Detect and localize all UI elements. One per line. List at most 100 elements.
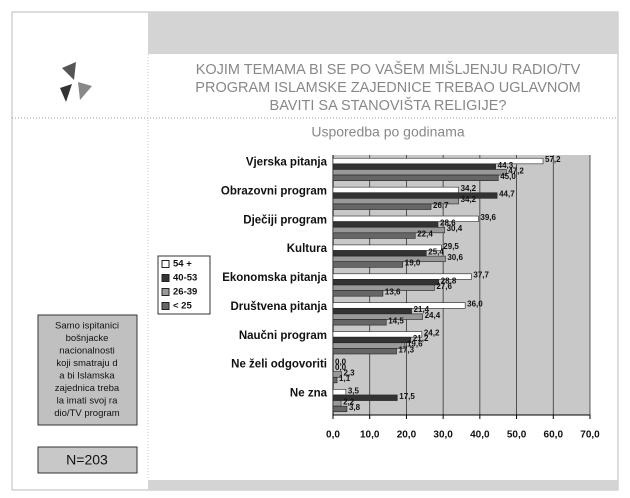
- value-label: 27,6: [436, 282, 452, 291]
- value-label: 28,6: [440, 219, 456, 228]
- value-label: 57,2: [545, 155, 561, 164]
- bar: [332, 244, 442, 251]
- bar: [332, 215, 479, 222]
- y-tick-label: Obrazovni program: [221, 185, 327, 197]
- bar: [332, 290, 384, 297]
- bar: [332, 400, 342, 407]
- y-tick-label: Ne želi odgovoriti: [231, 359, 327, 371]
- bar: [332, 279, 440, 286]
- y-tick-label: Kultura: [287, 243, 328, 255]
- legend-label: 40-53: [173, 273, 197, 284]
- bar: [332, 174, 499, 181]
- logo: [60, 62, 92, 102]
- value-label: 34,2: [461, 195, 477, 204]
- bar: [332, 163, 496, 170]
- x-tick-label: 50,0: [507, 430, 527, 441]
- bar: [332, 389, 347, 396]
- value-label: 13,6: [385, 288, 401, 297]
- value-label: 2,3: [343, 369, 355, 378]
- note-text: la imati svoj ra: [57, 396, 118, 407]
- value-label: 21,2: [413, 334, 429, 343]
- value-label: 30,6: [447, 253, 463, 262]
- bar: [332, 261, 404, 268]
- value-label: 17,5: [399, 392, 415, 401]
- chart-subtitle: Usporedba po godinama: [311, 124, 465, 140]
- legend-label: 54 +: [173, 259, 192, 270]
- value-label: 21,4: [414, 305, 430, 314]
- value-label: 34,2: [461, 184, 477, 193]
- bar: [332, 186, 459, 194]
- note-text: dio/TV program: [54, 408, 120, 419]
- x-tick-label: 30,0: [433, 430, 453, 441]
- y-tick-label: Ne zna: [290, 388, 328, 400]
- value-label: 19,0: [405, 259, 421, 268]
- value-label: 29,5: [443, 242, 459, 251]
- note-text: nacionalnosti: [59, 346, 114, 357]
- value-label: 1,1: [339, 374, 351, 383]
- x-tick-label: 40,0: [470, 430, 490, 441]
- value-label: 44,3: [498, 161, 514, 170]
- y-tick-label: Dječiji program: [243, 214, 327, 226]
- x-tick-label: 0,0: [326, 430, 340, 441]
- sample-box: [37, 446, 138, 474]
- x-tick-label: 20,0: [397, 430, 417, 441]
- value-label: 45,0: [500, 172, 516, 181]
- chart-title: KOJIM TEMAMA BI SE PO VAŠEM MIŠLJENJU RA…: [196, 61, 581, 78]
- y-tick-label: Društvena pitanja: [231, 301, 328, 313]
- y-tick-label: Vjerska pitanja: [246, 156, 328, 168]
- chart-title: BAVITI SA STANOVIŠTA RELIGIJE?: [270, 97, 507, 114]
- value-label: 47,2: [508, 166, 524, 175]
- value-label: 19,6: [407, 340, 423, 349]
- value-label: 36,0: [467, 300, 483, 309]
- bar: [332, 348, 397, 355]
- bar: [332, 307, 412, 315]
- note-text: zajednica treba: [55, 383, 120, 394]
- bar: [332, 169, 507, 176]
- y-tick-label: Naučni program: [239, 330, 327, 342]
- value-label: 37,7: [473, 271, 489, 280]
- value-label: 24,2: [424, 328, 440, 337]
- value-label: 0,0: [335, 357, 347, 366]
- y-tick-label: Ekonomska pitanja: [222, 272, 327, 284]
- bar: [332, 394, 398, 401]
- legend-swatch: [161, 302, 170, 310]
- note-text: Samo ispitanici: [55, 321, 119, 332]
- note-text: koji smatraju d: [56, 358, 117, 369]
- value-label: 44,7: [499, 190, 515, 199]
- value-label: 24,4: [425, 311, 441, 320]
- value-label: 30,4: [447, 224, 463, 233]
- x-tick-label: 70,0: [580, 430, 600, 441]
- chart-title: PROGRAM ISLAMSKE ZAJEDNICE TREBAO UGLAVN…: [195, 80, 580, 96]
- bar: [332, 342, 406, 349]
- bar: [332, 255, 446, 263]
- bar: [332, 203, 432, 210]
- x-tick-label: 60,0: [544, 430, 564, 441]
- value-label: 3,8: [349, 403, 361, 412]
- bar: [332, 302, 466, 309]
- value-label: 25,4: [428, 247, 444, 256]
- note-box: [37, 314, 138, 426]
- x-tick-label: 10,0: [360, 430, 380, 441]
- note-text: bošnjacke: [66, 333, 109, 344]
- sample-size: N=203: [66, 452, 108, 468]
- bar: [332, 284, 435, 291]
- note-text: a bi Islamska: [59, 371, 115, 382]
- value-label: 3,5: [348, 386, 360, 395]
- value-label: 0,0: [335, 363, 347, 372]
- bar: [332, 331, 423, 338]
- bar: [332, 221, 439, 228]
- legend-label: < 25: [173, 301, 192, 312]
- bar: [332, 250, 427, 257]
- bar: [332, 405, 348, 413]
- value-label: 17,3: [399, 345, 415, 354]
- bar: [332, 376, 338, 384]
- legend-swatch: [161, 288, 170, 296]
- value-label: 39,6: [480, 213, 496, 222]
- bar: [332, 232, 416, 239]
- bar: [332, 336, 412, 344]
- bar: [332, 319, 387, 326]
- bottom-band: [148, 480, 618, 490]
- value-label: 22,4: [417, 230, 433, 239]
- bar: [332, 313, 423, 320]
